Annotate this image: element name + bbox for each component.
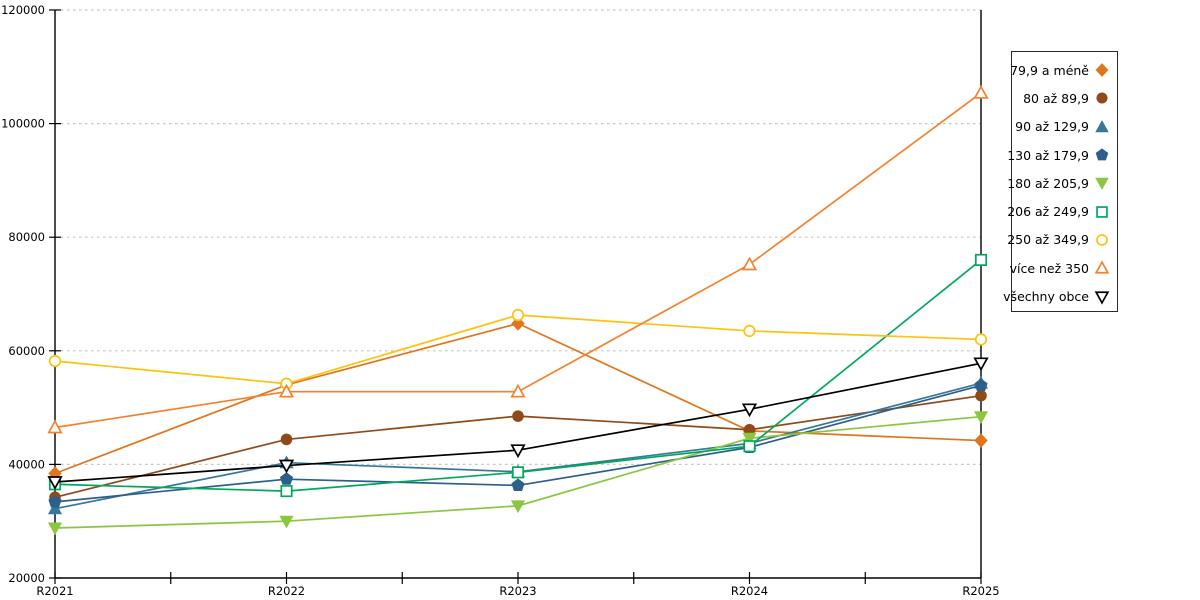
legend-label: 206 až 249,9 xyxy=(1007,204,1089,220)
series-marker-3 xyxy=(511,478,525,492)
legend-label: 180 až 205,9 xyxy=(1007,175,1089,191)
series-marker-6 xyxy=(743,324,756,338)
series-marker-3 xyxy=(279,472,294,485)
series-marker-6 xyxy=(48,354,62,368)
series-marker-1 xyxy=(975,389,987,402)
y-axis-label: 60000 xyxy=(8,344,45,358)
series-marker-7 xyxy=(510,383,526,398)
legend-item-4: 180 až 205,9 xyxy=(1007,169,1117,197)
legend-item-0: 79,9 a méně xyxy=(1010,56,1117,84)
series-marker-4 xyxy=(742,432,757,446)
legend-marker-triangle-up-icon xyxy=(1094,260,1110,274)
legend: 79,9 a méně 80 až 89,9 90 až 129,9 130 až 1… xyxy=(1003,51,1118,312)
legend-item-6: 250 až 349,9 xyxy=(1007,226,1117,254)
series-marker-7 xyxy=(47,419,63,434)
x-axis-label: R2023 xyxy=(499,584,536,598)
series-marker-7 xyxy=(741,256,758,271)
series-marker-3 xyxy=(974,378,988,392)
series-marker-7 xyxy=(973,84,989,99)
series-marker-4 xyxy=(47,522,63,536)
series-marker-8 xyxy=(973,357,989,372)
series-marker-2 xyxy=(47,501,63,515)
y-axis-label: 120000 xyxy=(1,3,45,17)
legend-marker-triangle-down-icon xyxy=(1095,178,1109,191)
y-axis-label: 20000 xyxy=(8,571,45,585)
legend-label: 250 až 349,9 xyxy=(1007,232,1089,248)
y-axis-label: 100000 xyxy=(1,117,45,131)
series-marker-3 xyxy=(48,494,62,508)
series-marker-1 xyxy=(280,433,293,446)
legend-item-1: 80 až 89,9 xyxy=(1012,84,1117,112)
series-marker-4 xyxy=(510,500,526,514)
series-marker-4 xyxy=(973,411,989,424)
series-marker-6 xyxy=(974,333,988,346)
series-marker-4 xyxy=(279,515,294,529)
legend-marker-diamond-icon xyxy=(1095,63,1109,78)
legend-label: 90 až 129,9 xyxy=(1015,119,1089,135)
series-marker-8 xyxy=(47,476,63,490)
legend-marker-circle-icon xyxy=(1096,92,1108,104)
series-line-7 xyxy=(54,92,982,429)
y-axis-label: 80000 xyxy=(8,230,45,244)
legend-item-3: 130 až 179,9 xyxy=(1007,141,1117,169)
legend-marker-triangle-up-icon xyxy=(1095,119,1109,132)
series-marker-1 xyxy=(512,410,524,422)
series-marker-5 xyxy=(280,485,293,498)
series-marker-5 xyxy=(743,440,756,453)
series-marker-6 xyxy=(511,308,525,322)
x-axis-label: R2025 xyxy=(962,584,999,598)
series-marker-8 xyxy=(741,403,758,418)
legend-item-8: všechny obce xyxy=(1003,282,1117,310)
series-marker-0 xyxy=(974,433,988,448)
y-axis-label: 40000 xyxy=(8,457,45,471)
legend-marker-circle-icon xyxy=(1096,234,1108,246)
series-marker-8 xyxy=(510,444,526,459)
series-marker-8 xyxy=(278,459,295,474)
series-marker-5 xyxy=(511,466,525,479)
x-axis-label: R2022 xyxy=(268,584,305,598)
legend-item-7: více než 350 xyxy=(1009,254,1117,282)
legend-marker-square-icon xyxy=(1096,205,1108,218)
x-axis-label: R2024 xyxy=(731,584,768,598)
legend-marker-pentagon-icon xyxy=(1095,148,1109,161)
legend-label: 80 až 89,9 xyxy=(1023,90,1089,106)
x-axis-label: R2021 xyxy=(36,584,73,598)
legend-marker-triangle-down-icon xyxy=(1094,290,1110,305)
legend-item-5: 206 až 249,9 xyxy=(1007,197,1117,225)
legend-label: více než 350 xyxy=(1009,260,1089,276)
legend-label: 79,9 a méně xyxy=(1010,62,1089,78)
legend-item-2: 90 až 129,9 xyxy=(1012,113,1117,141)
series-marker-5 xyxy=(974,253,988,266)
series-marker-7 xyxy=(278,383,295,398)
legend-label: všechny obce xyxy=(1003,289,1089,305)
legend-label: 130 až 179,9 xyxy=(1007,147,1089,163)
